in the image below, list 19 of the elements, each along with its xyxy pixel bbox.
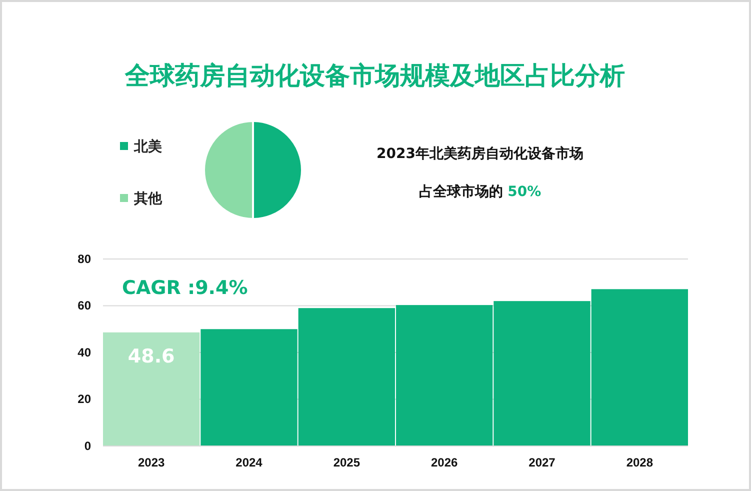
x-tick-label: 2026 (430, 456, 458, 470)
y-tick-label: 60 (78, 298, 92, 313)
text: 2023年北美药房自动化设备市场 (376, 145, 584, 162)
x-tick-label: 2028 (626, 456, 654, 470)
text: 全球药房自动化设备市场规模及地区占比分析 (124, 61, 625, 90)
x-tick-label: 2025 (333, 456, 360, 470)
bar (103, 332, 200, 446)
y-tick-label: 40 (78, 345, 92, 360)
annotation: CAGR :9.4% (122, 277, 248, 299)
x-tick-label: 2023 (138, 456, 166, 470)
x-tick-label: 2024 (236, 456, 263, 470)
x-tick-label: 2027 (528, 456, 556, 470)
data-label: 48.6 (128, 345, 175, 368)
legend-label: 北美 (133, 138, 162, 155)
y-tick-label: 80 (78, 252, 92, 266)
text: 占全球市场的 50% (418, 183, 542, 200)
y-tick-label: 20 (78, 392, 92, 406)
legend-label: 其他 (133, 191, 163, 207)
y-tick-label: 0 (84, 438, 92, 453)
